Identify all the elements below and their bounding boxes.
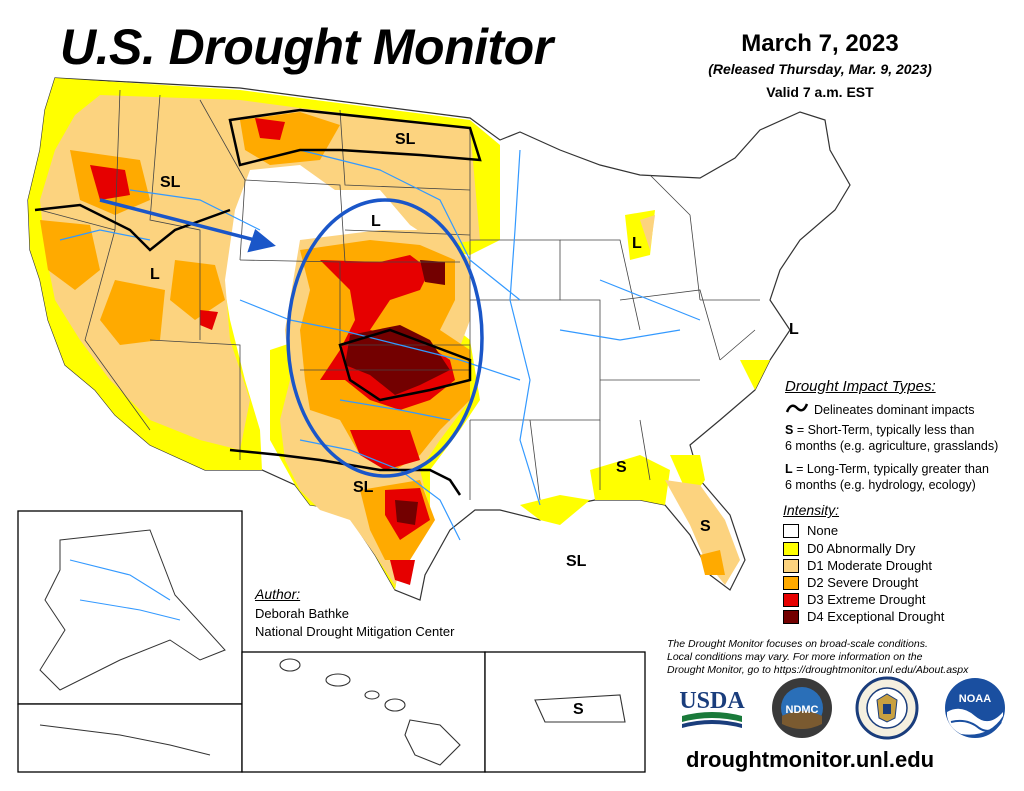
short-term-text: = Short-Term, typically less than: [793, 423, 975, 437]
state-lines: [39, 89, 760, 501]
long-term-text: = Long-Term, typically greater than: [792, 462, 989, 476]
legend-label: D2 Severe Drought: [807, 575, 919, 590]
valid-time: Valid 7 a.m. EST: [766, 84, 874, 100]
label-sl-north: SL: [395, 131, 416, 148]
legend-swatch: [783, 523, 799, 538]
legend-label: D0 Abnormally Dry: [807, 541, 916, 556]
puerto-rico-inset: [484, 651, 646, 773]
note-line: Drought Monitor, go to https://droughtmo…: [667, 664, 969, 676]
label-l-west: L: [150, 266, 160, 283]
label-sl-gulf: SL: [566, 553, 587, 570]
page-title: U.S. Drought Monitor: [60, 19, 553, 75]
author-name: Deborah Bathke: [255, 606, 349, 621]
label-s-georgia: S: [616, 459, 627, 476]
legend-d4: D4 Exceptional Drought: [783, 609, 944, 624]
legend-label: D1 Moderate Drought: [807, 558, 933, 573]
short-term-line2: 6 months (e.g. agriculture, grasslands): [785, 439, 999, 453]
legend-d3: D3 Extreme Drought: [783, 592, 926, 607]
legend-swatch: [783, 558, 799, 573]
aleutian-inset: [17, 703, 243, 773]
legend-none: None: [783, 523, 838, 538]
intensity-heading: Intensity:: [783, 502, 840, 518]
author-org: National Drought Mitigation Center: [255, 624, 455, 639]
arrow-shaft: [99, 198, 256, 242]
legend-label: D4 Exceptional Drought: [807, 609, 945, 624]
map-date: March 7, 2023: [741, 30, 899, 57]
noaa-logo-text: NOAA: [959, 693, 991, 705]
legend-d0: D0 Abnormally Dry: [783, 541, 915, 556]
label-s-puertorico: S: [573, 701, 584, 718]
usda-logo: USDA: [679, 688, 745, 728]
label-l-eastcoast: L: [789, 321, 799, 338]
label-sl-texas: SL: [353, 479, 374, 496]
release-date: (Released Thursday, Mar. 9, 2023): [708, 61, 932, 77]
note-line: The Drought Monitor focuses on broad-sca…: [667, 638, 928, 650]
long-term-line2: 6 months (e.g. hydrology, ecology): [785, 478, 976, 492]
annotation: [99, 198, 484, 478]
site-url[interactable]: droughtmonitor.unl.edu: [686, 747, 935, 772]
legend-label: D3 Extreme Drought: [807, 592, 926, 607]
boundary-line-icon: [785, 403, 809, 413]
hawaii-islands: [279, 658, 461, 766]
long-term-line1: L = Long-Term, typically greater than: [785, 461, 989, 477]
short-term-code: S: [785, 423, 794, 437]
ndmc-logo-text: NDMC: [786, 704, 819, 716]
note-line: Local conditions may vary. For more info…: [667, 651, 923, 663]
label-s-florida: S: [700, 518, 711, 535]
legend-swatch: [783, 592, 799, 607]
noaa-logo: NOAA: [945, 678, 1005, 738]
ndmc-logo: NDMC: [772, 678, 832, 738]
legend-d2: D2 Severe Drought: [783, 575, 918, 590]
usda-logo-text: USDA: [679, 688, 745, 714]
short-term-line1: S = Short-Term, typically less than: [785, 422, 974, 438]
legend-swatch: [783, 575, 799, 590]
label-l-plains: L: [371, 213, 381, 230]
impact-boundaries: [34, 108, 482, 496]
long-term-code: L: [785, 462, 793, 476]
highlight-ellipse: [286, 198, 484, 478]
delineates-label: Delineates dominant impacts: [814, 403, 975, 417]
arrow-head: [247, 229, 276, 253]
label-l-michigan: L: [632, 235, 642, 252]
legend-swatch: [783, 541, 799, 556]
info-note: The Drought Monitor focuses on broad-sca…: [667, 638, 1017, 677]
impact-types-heading: Drought Impact Types:: [785, 378, 936, 395]
legend-d1: D1 Moderate Drought: [783, 558, 932, 573]
label-sl-northwest: SL: [160, 174, 181, 191]
legend-label: None: [807, 523, 839, 538]
legend-swatch: [783, 609, 799, 624]
commerce-logo: [855, 676, 919, 740]
author-heading: Author:: [255, 586, 301, 602]
